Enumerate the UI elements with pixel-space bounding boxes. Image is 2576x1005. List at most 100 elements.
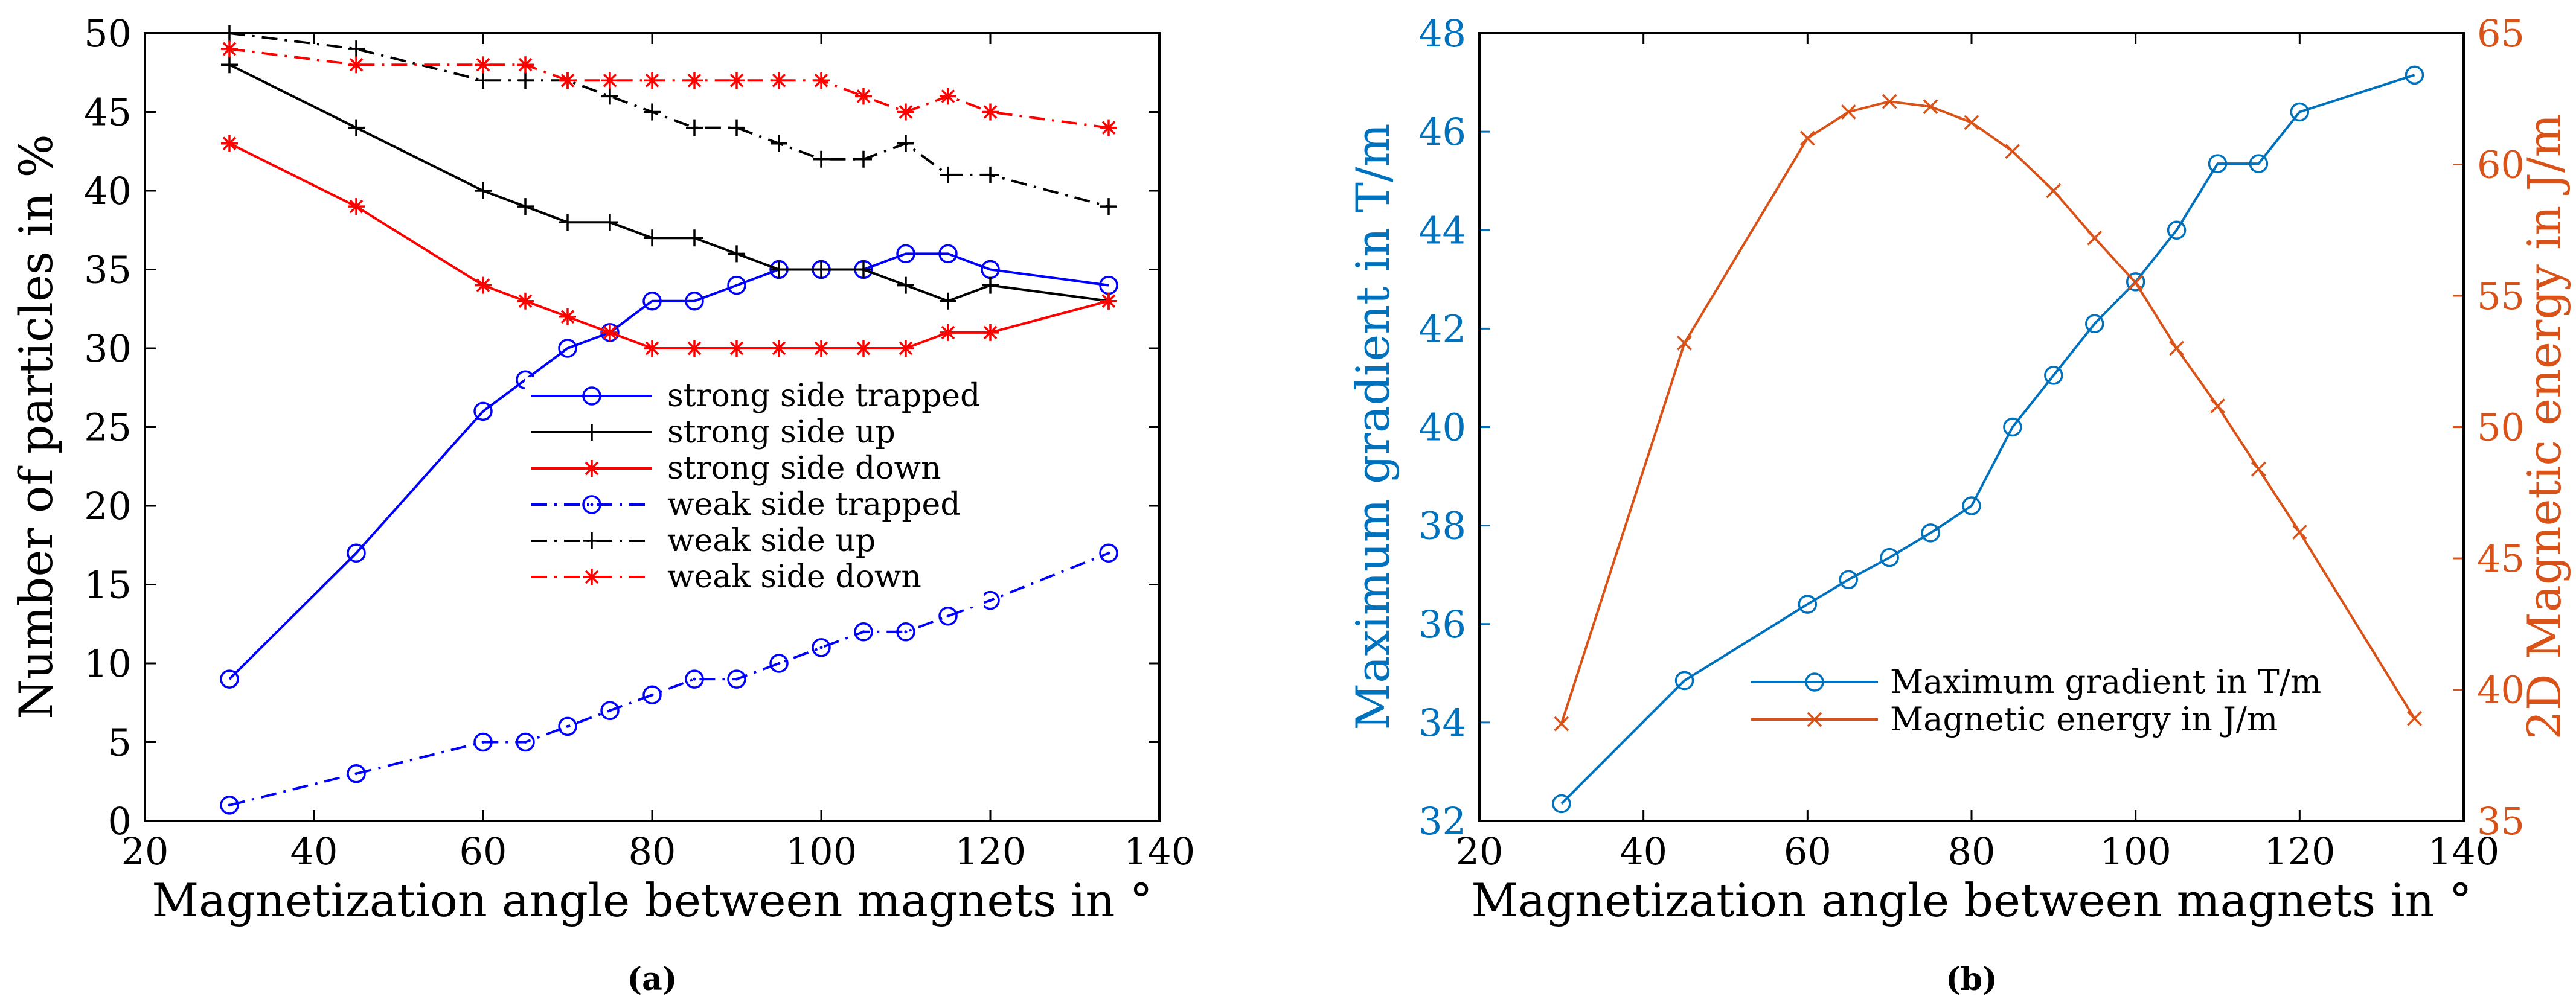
chart-a-series-0-point-13 xyxy=(938,244,958,264)
chart-b-ytick-left-label-2: 36 xyxy=(1418,602,1466,646)
chart-a-series-3-point-0 xyxy=(220,796,239,815)
chart-a-series-2-point-4 xyxy=(559,308,576,325)
chart-a-xtick-label-0: 20 xyxy=(121,829,169,873)
chart-a-series-3-point-14-dot xyxy=(988,599,992,602)
chart-a-ytick-label-7: 35 xyxy=(84,248,132,292)
chart-a-legend-label-2: strong side down xyxy=(667,450,941,487)
chart-b-series-1-point-0 xyxy=(1554,716,1569,732)
chart-a-series-3-point-5 xyxy=(600,701,620,721)
chart-b-ytick-left-label-1: 34 xyxy=(1418,701,1466,745)
chart-a-series-3-point-4 xyxy=(558,716,577,736)
chart-a-legend-label-1: strong side up xyxy=(667,414,896,450)
chart-a-series-4-point-5 xyxy=(601,88,618,105)
chart-a-series-1-point-12 xyxy=(897,276,914,294)
chart-b-series-1-point-12 xyxy=(2210,398,2225,414)
chart-a-ytick-label-4: 20 xyxy=(84,484,132,528)
chart-a-series-0-point-7 xyxy=(685,291,704,311)
chart-a-xtick-label-6: 140 xyxy=(1124,829,1195,873)
chart-a-series-2-point-5 xyxy=(601,324,618,341)
chart-a-series-1-point-4 xyxy=(559,214,576,231)
chart-a-series-3-point-1 xyxy=(347,764,366,783)
chart-a-series-3-point-2-dot xyxy=(481,741,485,744)
chart-b-ytick-right-label-5: 60 xyxy=(2477,143,2525,187)
chart-a-series-3-point-2 xyxy=(473,732,493,752)
chart-b-series-1-line xyxy=(1560,100,2416,724)
chart-a-series-2-point-9 xyxy=(771,340,787,357)
chart-b-series-0 xyxy=(1552,65,2424,814)
chart-b-series-0-point-2 xyxy=(1798,595,1818,614)
chart-b-series-0-point-13 xyxy=(2249,154,2269,173)
chart-a-series-5-point-2 xyxy=(475,56,492,74)
chart-a-series-2-line xyxy=(229,142,1109,349)
chart-a-series-1-point-5 xyxy=(601,214,618,231)
chart-b-series-1-point-8 xyxy=(2046,183,2062,199)
chart-b-ytick-left-label-6: 44 xyxy=(1418,208,1466,252)
chart-a-series-5-point-3 xyxy=(517,56,534,74)
chart-a-series-3-point-9 xyxy=(769,654,789,673)
chart-b-ytick-right-label-6: 65 xyxy=(2477,11,2525,56)
chart-b-xtick-label-0: 20 xyxy=(1456,829,1504,873)
chart-b-xtick-label-1: 40 xyxy=(1620,829,1667,873)
chart-a-series-3-point-11 xyxy=(854,622,873,642)
chart-a-series-5-point-4 xyxy=(559,72,576,89)
chart-b-series-1-point-10 xyxy=(2128,275,2144,290)
chart-a-legend-marker-5 xyxy=(583,569,600,585)
chart-a-series-4-point-9 xyxy=(771,135,787,152)
chart-b: 20 40 60 80 100 120 140 32 34 36 38 40 42 44 46 48 35 40 4… xyxy=(1346,11,2571,998)
chart-b-legend-marker-1 xyxy=(1807,712,1822,727)
chart-a-ytick-label-10: 50 xyxy=(84,11,132,56)
chart-a-series-2-point-14 xyxy=(982,324,999,341)
chart-a-series-3-point-7 xyxy=(685,669,704,689)
chart-a-xtick-label-5: 120 xyxy=(955,829,1026,873)
chart-a-ytick-label-3: 15 xyxy=(84,563,132,607)
chart-a-series-3-point-13 xyxy=(938,606,958,626)
chart-a-series-3-point-10 xyxy=(812,638,831,657)
chart-b-series-0-point-10 xyxy=(2126,272,2145,292)
chart-b-ytick-right-label-3: 50 xyxy=(2477,406,2525,450)
chart-a-series-3-point-4-dot xyxy=(566,724,569,728)
chart-a-series-4-point-13 xyxy=(940,166,956,183)
chart-b-ytick-right-label-2: 45 xyxy=(2477,537,2525,581)
chart-b-series-1-point-2 xyxy=(1799,130,1815,146)
chart-b-series-1-point-6 xyxy=(1964,115,1979,130)
chart-a-series-2-point-2 xyxy=(475,276,492,294)
chart-b-axes-box xyxy=(1478,32,2465,822)
chart-a-series-1-point-1 xyxy=(348,119,365,136)
chart-a-series-1-point-0 xyxy=(221,56,238,74)
chart-a-series-1-point-11 xyxy=(855,261,872,278)
chart-a-series-3-point-1-dot xyxy=(354,772,358,776)
chart-a-series-5-point-0 xyxy=(221,40,238,58)
chart-a-series-3-point-12 xyxy=(896,622,915,642)
chart-a-legend-marker-3-dot xyxy=(590,503,594,506)
chart-a-ytick-label-1: 5 xyxy=(108,721,132,765)
chart-a-legend-marker-4 xyxy=(583,532,600,549)
chart-b-ytick-left-label-7: 46 xyxy=(1418,110,1466,154)
chart-a-series-3-point-13-dot xyxy=(946,614,950,618)
chart-a-series-4-point-3 xyxy=(517,72,534,89)
chart-a-series-2-point-13 xyxy=(940,324,956,341)
chart-a-series-4-point-15 xyxy=(1100,198,1117,215)
chart-a-series-1-point-6 xyxy=(644,229,661,247)
chart-a-series-3-point-9-dot xyxy=(777,662,781,665)
chart-a-series-1-point-10 xyxy=(813,261,830,278)
chart-a-series-5-point-1 xyxy=(348,56,365,74)
chart-a-legend-label-4: weak side up xyxy=(667,523,876,559)
chart-a-series-5-point-5 xyxy=(601,72,618,89)
chart-b-series-0-point-3 xyxy=(1839,570,1858,590)
chart-a-series-3 xyxy=(220,543,1118,815)
chart-a-series-2-point-12 xyxy=(897,340,914,357)
chart-b-tick-labels: 20 40 60 80 100 120 140 32 34 36 38 40 42 44 46 48 35 40 4… xyxy=(1418,11,2525,873)
chart-a-legend-marker-3 xyxy=(582,495,601,514)
chart-a-series-5-point-15 xyxy=(1100,119,1117,136)
chart-a-series-0-point-8 xyxy=(727,275,746,295)
chart-a-series-0-point-1 xyxy=(347,543,366,563)
chart-a-series-1-point-3 xyxy=(517,198,534,215)
chart-a-ylabel: Number of particles in % xyxy=(9,134,63,719)
chart-a-legend-marker-0 xyxy=(582,386,601,406)
chart-a: 20 40 60 80 100 120 140 0 5 10 15 20 25 30 35 40 45 50 st… xyxy=(9,11,1195,998)
chart-a-axes-box xyxy=(144,32,1161,822)
chart-a-series-5 xyxy=(221,40,1117,136)
chart-b-series-0-point-0 xyxy=(1552,794,1571,814)
chart-a-series-5-point-13 xyxy=(940,88,956,105)
chart-a-series-3-point-15 xyxy=(1099,543,1118,563)
